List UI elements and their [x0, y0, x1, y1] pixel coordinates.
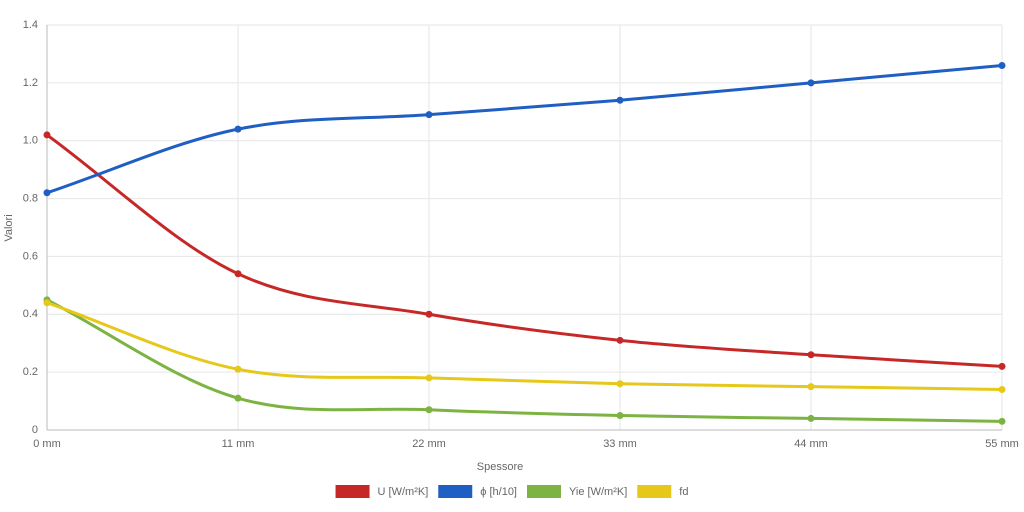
- data-point: [234, 125, 242, 133]
- legend-swatch: [335, 485, 370, 498]
- data-point: [425, 310, 433, 318]
- y-axis-title: Valori: [3, 214, 15, 241]
- y-tick-label: 0: [32, 424, 38, 436]
- x-tick-label: 33 mm: [603, 438, 637, 450]
- legend-label: fd: [679, 486, 688, 498]
- data-point: [998, 386, 1006, 393]
- data-point: [425, 406, 433, 414]
- data-point: [616, 336, 624, 344]
- data-point: [998, 362, 1006, 370]
- series-line: [46, 298, 1003, 423]
- y-tick-label: 1.0: [23, 135, 38, 147]
- data-point: [807, 414, 815, 422]
- x-tick-label: 55 mm: [985, 438, 1019, 450]
- data-point: [43, 131, 51, 139]
- data-point: [425, 374, 433, 382]
- series-line: [46, 133, 1003, 368]
- data-point: [234, 394, 242, 402]
- legend-label: U [W/m²K]: [378, 486, 429, 498]
- data-point: [425, 111, 433, 119]
- data-point: [43, 299, 51, 307]
- data-point: [616, 380, 624, 388]
- y-tick-label: 1.4: [23, 19, 38, 31]
- legend-swatch: [438, 485, 473, 498]
- series-line: [46, 64, 1003, 195]
- data-point: [234, 270, 242, 278]
- data-point: [616, 96, 624, 104]
- legend-swatch: [527, 485, 562, 498]
- x-tick-label: 11 mm: [222, 438, 255, 450]
- data-point: [234, 365, 242, 373]
- y-tick-label: 0.8: [23, 192, 38, 204]
- data-point: [43, 189, 51, 197]
- legend-swatch: [637, 485, 672, 498]
- x-axis-title: Spessore: [477, 461, 523, 473]
- legend-label: Yie [W/m²K]: [569, 486, 627, 498]
- y-tick-label: 0.2: [23, 366, 38, 378]
- legend-label: ϕ [h/10]: [480, 486, 517, 498]
- data-point: [616, 412, 624, 420]
- y-tick-label: 0.4: [23, 308, 38, 320]
- data-point: [998, 62, 1006, 69]
- y-tick-label: 0.6: [23, 250, 38, 262]
- data-point: [807, 351, 815, 359]
- y-tick-label: 1.2: [23, 77, 38, 89]
- data-point: [807, 79, 815, 87]
- data-point: [807, 383, 815, 391]
- x-tick-label: 22 mm: [412, 438, 446, 450]
- x-tick-label: 44 mm: [794, 438, 828, 450]
- series-line: [46, 301, 1003, 391]
- x-tick-label: 0 mm: [33, 438, 61, 450]
- data-point: [998, 417, 1006, 425]
